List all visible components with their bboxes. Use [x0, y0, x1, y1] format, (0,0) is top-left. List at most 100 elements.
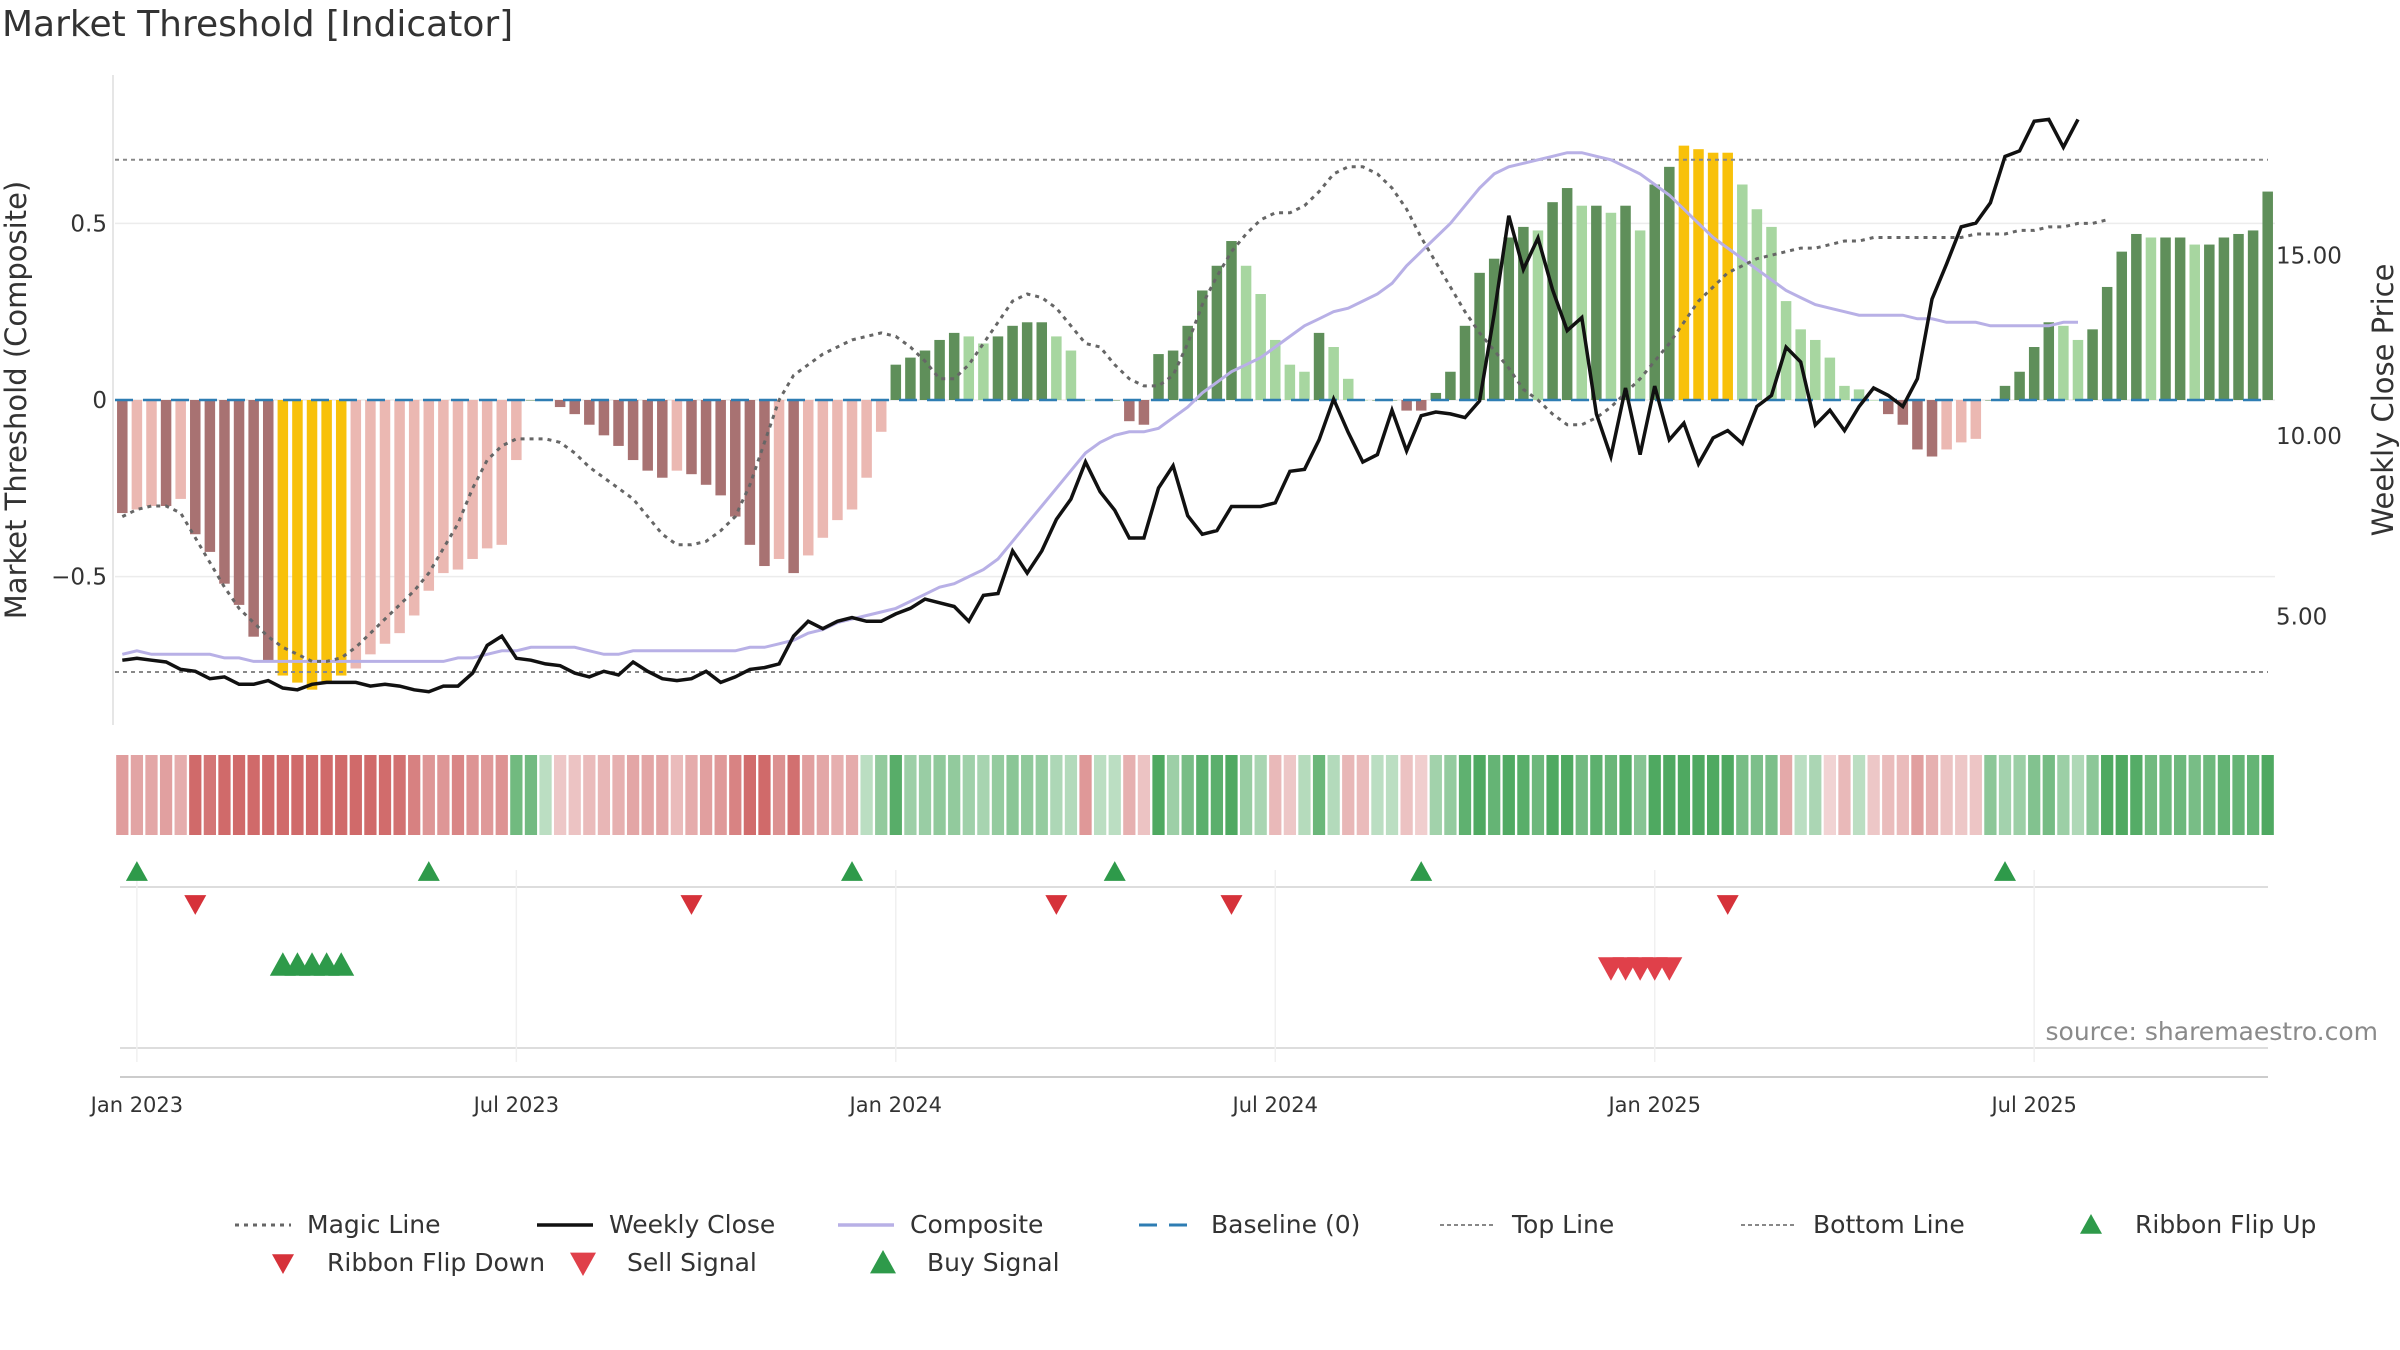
ribbon-cell: [875, 755, 888, 835]
ribbon-cell: [1488, 755, 1501, 835]
composite-bar: [1897, 400, 1909, 425]
ribbon-cell: [831, 755, 844, 835]
ribbon-cell: [670, 755, 684, 835]
composite-bar: [1985, 400, 1996, 401]
ribbon-cell: [1721, 755, 1734, 835]
ribbon-cell: [1312, 755, 1326, 835]
composite-bar: [1153, 354, 1164, 400]
signal-markers: [125, 861, 2016, 981]
ribbon-cell: [904, 755, 917, 835]
composite-bar: [2233, 233, 2244, 400]
ribbon-cell: [335, 755, 348, 835]
ribbon-cell: [2101, 755, 2114, 835]
ribbon-cell: [2217, 755, 2231, 835]
composite-bar: [1970, 400, 1982, 439]
composite-bar: [2116, 251, 2128, 400]
ribbon-cell: [685, 755, 698, 835]
ribbon-cell: [1050, 755, 1063, 835]
ribbon-cell: [1925, 755, 1939, 835]
ribbon-cell: [1021, 755, 1034, 835]
ribbon-flip-down-marker: [1045, 895, 1068, 915]
composite-bar: [248, 400, 259, 637]
composite-bar: [1547, 202, 1558, 400]
ribbon-cell: [1094, 755, 1107, 835]
composite-bar: [511, 400, 522, 461]
ribbon-cell: [1998, 755, 2012, 835]
composite-bar: [1941, 400, 1952, 450]
composite-bar: [744, 400, 756, 545]
composite-bar: [1255, 294, 1266, 400]
ribbon-cell: [948, 755, 961, 835]
composite-bar: [1751, 209, 1763, 400]
composite-bar: [1415, 400, 1427, 411]
legend-item: Ribbon Flip Down: [272, 1248, 545, 1277]
legend-item: Ribbon Flip Up: [2080, 1210, 2316, 1239]
ribbon-cell: [1677, 755, 1691, 835]
ribbon-cell: [597, 755, 611, 835]
ribbon-cell: [1955, 755, 1968, 835]
composite-bar: [2204, 244, 2215, 400]
ribbon-cell: [1590, 755, 1603, 835]
chart-title: Market Threshold [Indicator]: [2, 4, 514, 45]
ribbon-cell: [247, 755, 260, 835]
ribbon-cell: [291, 755, 304, 835]
composite-bar: [394, 400, 405, 634]
ribbon-cell: [1896, 755, 1909, 835]
composite-bar: [467, 400, 478, 559]
ribbon-cell: [2246, 755, 2260, 835]
ribbon-cell: [612, 755, 625, 835]
source-label: source: sharemaestro.com: [2046, 1017, 2379, 1046]
ribbon-cell: [1079, 755, 1092, 835]
ribbon-cell: [1648, 755, 1661, 835]
ribbon-cell: [1444, 755, 1457, 835]
composite-bar: [1459, 325, 1471, 400]
ribbon-cell: [1123, 755, 1136, 835]
composite-bar: [817, 400, 829, 538]
composite-bar: [700, 400, 712, 485]
ribbon-cell: [1706, 755, 1720, 835]
ribbon-cell: [656, 755, 669, 835]
ribbon-cell: [1604, 755, 1618, 835]
composite-bar: [569, 400, 580, 415]
ribbon-flip-down-marker: [184, 895, 207, 915]
composite-bar: [1226, 241, 1237, 400]
ribbon-cell: [787, 755, 800, 835]
composite-bar: [1678, 145, 1690, 400]
legend-swatch: [272, 1254, 294, 1274]
ribbon-flip-up-marker: [1994, 861, 2016, 881]
composite-bar: [1912, 400, 1923, 450]
legend-label: Ribbon Flip Down: [327, 1248, 545, 1277]
ribbon-flip-up-marker: [1410, 861, 1433, 881]
composite-bar: [1824, 357, 1836, 400]
ribbon-flip-up-marker: [417, 861, 440, 881]
x-tick-label: Jul 2025: [1989, 1093, 2076, 1117]
ribbon-cell: [437, 755, 450, 835]
ribbon-cell: [1254, 755, 1267, 835]
composite-bar: [277, 400, 289, 676]
ribbon-cell: [1152, 755, 1165, 835]
ribbon-cell: [481, 755, 494, 835]
legend-item: Composite: [838, 1210, 1043, 1239]
legend-item: Magic Line: [235, 1210, 441, 1239]
composite-bar: [788, 400, 799, 574]
ribbon-cell: [1969, 755, 1982, 835]
composite-bar: [642, 400, 653, 471]
ribbon-cell: [802, 755, 815, 835]
ribbon-cell: [1400, 755, 1413, 835]
composite-bar: [1561, 188, 1573, 400]
legend-label: Top Line: [1511, 1210, 1614, 1239]
composite-bar: [554, 400, 566, 408]
ribbon-cell: [554, 755, 567, 835]
composite-bar: [1211, 265, 1223, 400]
ribbon-cell: [1867, 755, 1880, 835]
composite-bar: [1124, 400, 1135, 422]
ribbon-cell: [2013, 755, 2026, 835]
legend-swatch: [2080, 1214, 2102, 1234]
y-left-tick-label: 0.5: [70, 211, 107, 237]
composite-bar: [219, 400, 230, 584]
ribbon-cell: [2261, 755, 2274, 835]
composite-bar: [1868, 400, 1879, 401]
ribbon-cell: [2188, 755, 2201, 835]
composite-bar: [2145, 237, 2157, 400]
